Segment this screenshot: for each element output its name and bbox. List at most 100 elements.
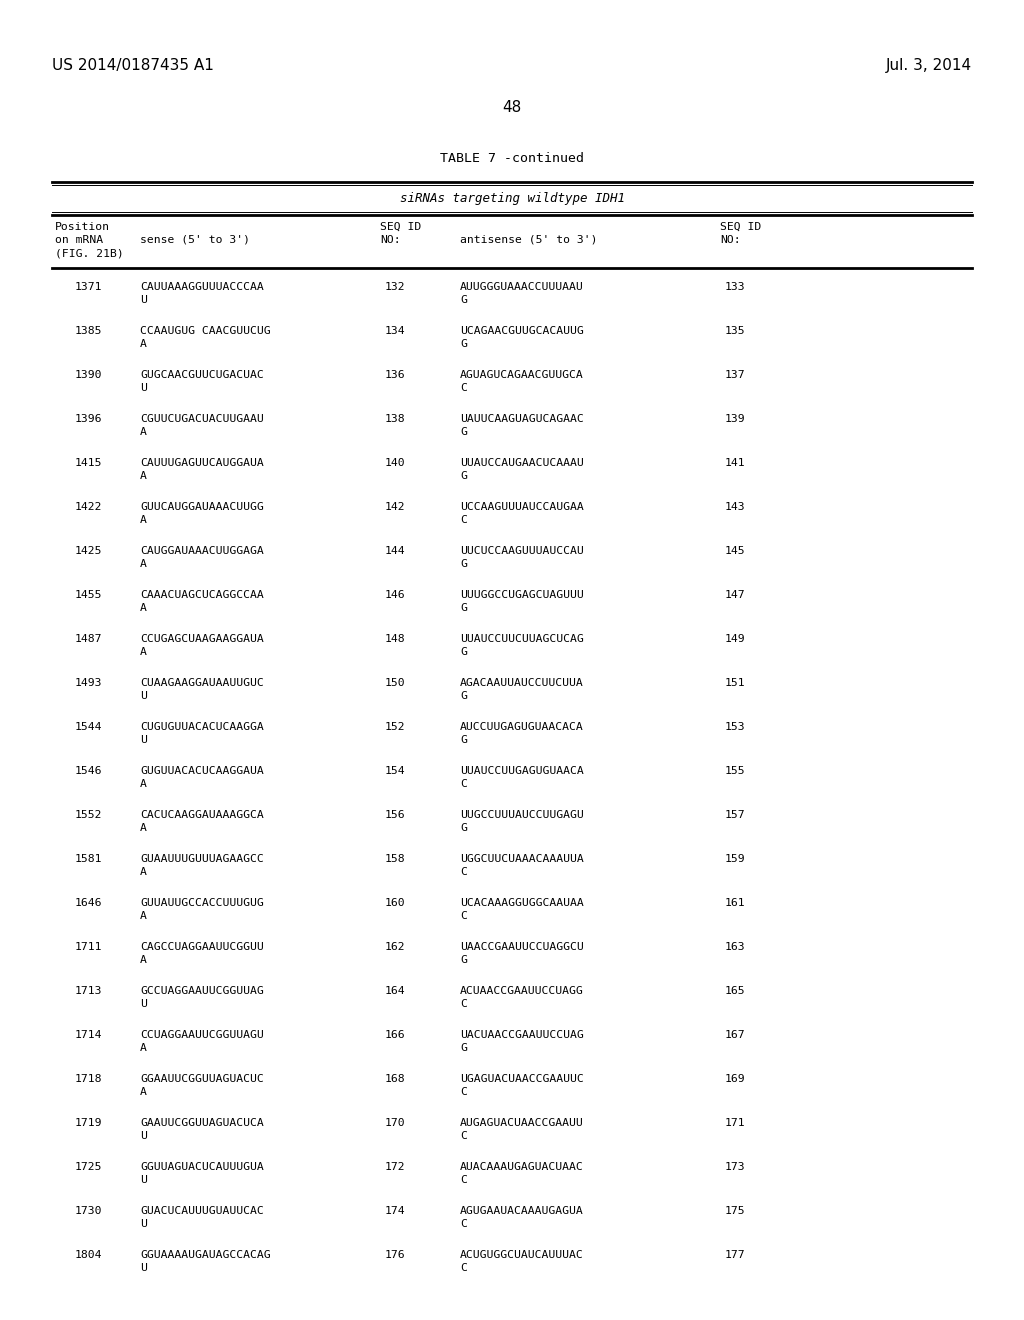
Text: 166: 166	[385, 1030, 406, 1040]
Text: 138: 138	[385, 414, 406, 424]
Text: 152: 152	[385, 722, 406, 733]
Text: CACUCAAGGAUAAAGGCA: CACUCAAGGAUAAAGGCA	[140, 810, 264, 820]
Text: 148: 148	[385, 634, 406, 644]
Text: 157: 157	[725, 810, 745, 820]
Text: 132: 132	[385, 282, 406, 292]
Text: 142: 142	[385, 502, 406, 512]
Text: U: U	[140, 1263, 146, 1272]
Text: UUCUCCAAGUUUAUCCAU: UUCUCCAAGUUUAUCCAU	[460, 546, 584, 556]
Text: GCCUAGGAAUUCGGUUAG: GCCUAGGAAUUCGGUUAG	[140, 986, 264, 997]
Text: UAUUCAAGUAGUCAGAAC: UAUUCAAGUAGUCAGAAC	[460, 414, 584, 424]
Text: A: A	[140, 647, 146, 657]
Text: U: U	[140, 383, 146, 393]
Text: G: G	[460, 339, 467, 348]
Text: C: C	[460, 1218, 467, 1229]
Text: A: A	[140, 954, 146, 965]
Text: 174: 174	[385, 1206, 406, 1216]
Text: TABLE 7 -continued: TABLE 7 -continued	[440, 152, 584, 165]
Text: 134: 134	[385, 326, 406, 337]
Text: AUCCUUGAGUGUAACACA: AUCCUUGAGUGUAACACA	[460, 722, 584, 733]
Text: GGAAUUCGGUUAGUACUC: GGAAUUCGGUUAGUACUC	[140, 1074, 264, 1084]
Text: A: A	[140, 515, 146, 525]
Text: CAGCCUAGGAAUUCGGUU: CAGCCUAGGAAUUCGGUU	[140, 942, 264, 952]
Text: 159: 159	[725, 854, 745, 865]
Text: UUAUCCUUCUUAGCUCAG: UUAUCCUUCUUAGCUCAG	[460, 634, 584, 644]
Text: SEQ ID
NO:: SEQ ID NO:	[380, 222, 421, 246]
Text: U: U	[140, 690, 146, 701]
Text: sense (5' to 3'): sense (5' to 3')	[140, 235, 250, 246]
Text: GUACUCAUUUGUAUUCAC: GUACUCAUUUGUAUUCAC	[140, 1206, 264, 1216]
Text: UGAGUACUAACCGAAUUC: UGAGUACUAACCGAAUUC	[460, 1074, 584, 1084]
Text: 139: 139	[725, 414, 745, 424]
Text: CCUAGGAAUUCGGUUAGU: CCUAGGAAUUCGGUUAGU	[140, 1030, 264, 1040]
Text: 136: 136	[385, 370, 406, 380]
Text: 140: 140	[385, 458, 406, 469]
Text: siRNAs targeting wildtype IDH1: siRNAs targeting wildtype IDH1	[399, 191, 625, 205]
Text: A: A	[140, 339, 146, 348]
Text: A: A	[140, 426, 146, 437]
Text: 164: 164	[385, 986, 406, 997]
Text: UUGCCUUUAUCCUUGAGU: UUGCCUUUAUCCUUGAGU	[460, 810, 584, 820]
Text: GGUUAGUACUCAUUUGUA: GGUUAGUACUCAUUUGUA	[140, 1162, 264, 1172]
Text: 169: 169	[725, 1074, 745, 1084]
Text: GUUCAUGGAUAAACUUGG: GUUCAUGGAUAAACUUGG	[140, 502, 264, 512]
Text: UACUAACCGAAUUCCUAG: UACUAACCGAAUUCCUAG	[460, 1030, 584, 1040]
Text: 1371: 1371	[75, 282, 102, 292]
Text: antisense (5' to 3'): antisense (5' to 3')	[460, 235, 597, 246]
Text: 1385: 1385	[75, 326, 102, 337]
Text: 155: 155	[725, 766, 745, 776]
Text: 1581: 1581	[75, 854, 102, 865]
Text: G: G	[460, 426, 467, 437]
Text: G: G	[460, 558, 467, 569]
Text: 154: 154	[385, 766, 406, 776]
Text: 143: 143	[725, 502, 745, 512]
Text: C: C	[460, 1175, 467, 1185]
Text: C: C	[460, 999, 467, 1008]
Text: UUAUCCUUGAGUGUAACA: UUAUCCUUGAGUGUAACA	[460, 766, 584, 776]
Text: 151: 151	[725, 678, 745, 688]
Text: 1713: 1713	[75, 986, 102, 997]
Text: 1415: 1415	[75, 458, 102, 469]
Text: UAACCGAAUUCCUAGGCU: UAACCGAAUUCCUAGGCU	[460, 942, 584, 952]
Text: G: G	[460, 690, 467, 701]
Text: A: A	[140, 867, 146, 876]
Text: 156: 156	[385, 810, 406, 820]
Text: C: C	[460, 1263, 467, 1272]
Text: UCAGAACGUUGCACAUUG: UCAGAACGUUGCACAUUG	[460, 326, 584, 337]
Text: Position
on mRNA
(FIG. 21B): Position on mRNA (FIG. 21B)	[55, 222, 124, 259]
Text: G: G	[460, 647, 467, 657]
Text: C: C	[460, 515, 467, 525]
Text: 175: 175	[725, 1206, 745, 1216]
Text: UUUGGCCUGAGCUAGUUU: UUUGGCCUGAGCUAGUUU	[460, 590, 584, 601]
Text: U: U	[140, 1175, 146, 1185]
Text: 1487: 1487	[75, 634, 102, 644]
Text: ACUAACCGAAUUCCUAGG: ACUAACCGAAUUCCUAGG	[460, 986, 584, 997]
Text: 1725: 1725	[75, 1162, 102, 1172]
Text: CGUUCUGACUACUUGAAU: CGUUCUGACUACUUGAAU	[140, 414, 264, 424]
Text: G: G	[460, 954, 467, 965]
Text: U: U	[140, 999, 146, 1008]
Text: 167: 167	[725, 1030, 745, 1040]
Text: GUGUUACACUCAAGGAUA: GUGUUACACUCAAGGAUA	[140, 766, 264, 776]
Text: CAUGGAUAAACUUGGAGA: CAUGGAUAAACUUGGAGA	[140, 546, 264, 556]
Text: C: C	[460, 867, 467, 876]
Text: 163: 163	[725, 942, 745, 952]
Text: C: C	[460, 1131, 467, 1140]
Text: C: C	[460, 779, 467, 789]
Text: G: G	[460, 735, 467, 744]
Text: 1552: 1552	[75, 810, 102, 820]
Text: AUGAGUACUAACCGAAUU: AUGAGUACUAACCGAAUU	[460, 1118, 584, 1129]
Text: 162: 162	[385, 942, 406, 952]
Text: 1544: 1544	[75, 722, 102, 733]
Text: 146: 146	[385, 590, 406, 601]
Text: 1396: 1396	[75, 414, 102, 424]
Text: AUUGGGUAAACCUUUAAU: AUUGGGUAAACCUUUAAU	[460, 282, 584, 292]
Text: 172: 172	[385, 1162, 406, 1172]
Text: CAAACUAGCUCAGGCCAA: CAAACUAGCUCAGGCCAA	[140, 590, 264, 601]
Text: 153: 153	[725, 722, 745, 733]
Text: A: A	[140, 779, 146, 789]
Text: ACUGUGGCUAUCAUUUAC: ACUGUGGCUAUCAUUUAC	[460, 1250, 584, 1261]
Text: 48: 48	[503, 100, 521, 115]
Text: 176: 176	[385, 1250, 406, 1261]
Text: C: C	[460, 383, 467, 393]
